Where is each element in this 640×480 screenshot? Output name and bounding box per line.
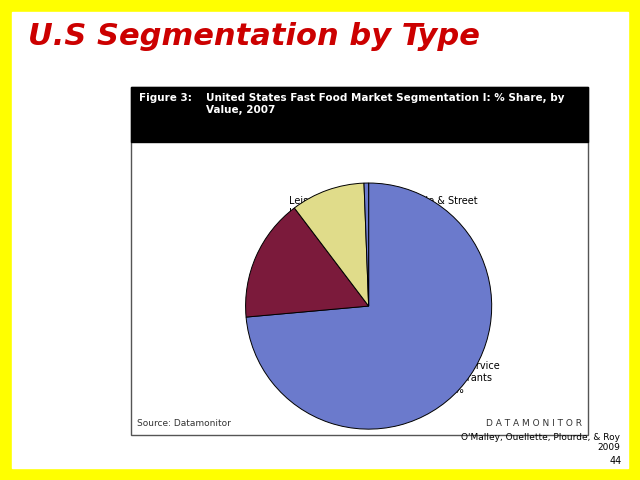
Text: Quick Service
Restaurants
73.5%: Quick Service Restaurants 73.5% <box>403 334 500 395</box>
Wedge shape <box>294 183 369 306</box>
Wedge shape <box>364 183 369 306</box>
Bar <box>131 87 588 435</box>
Text: Takeaways
16.1%: Takeaways 16.1% <box>267 286 323 308</box>
Text: Source: Datamonitor: Source: Datamonitor <box>137 419 231 428</box>
Text: Leisure
Locations
9.7%: Leisure Locations 9.7% <box>289 196 347 256</box>
Text: Figure 3:: Figure 3: <box>139 93 192 103</box>
Wedge shape <box>246 208 369 317</box>
Text: Mobile & Street
Vendors
0.6%: Mobile & Street Vendors 0.6% <box>375 196 478 248</box>
Text: O'Malley, Ouellette, Plourde, & Roy
2009: O'Malley, Ouellette, Plourde, & Roy 2009 <box>461 432 620 452</box>
Bar <box>131 87 588 142</box>
Text: U.S Segmentation by Type: U.S Segmentation by Type <box>28 22 480 51</box>
Text: 44: 44 <box>610 456 622 466</box>
Text: United States Fast Food Market Segmentation I: % Share, by
Value, 2007: United States Fast Food Market Segmentat… <box>206 93 564 115</box>
Wedge shape <box>246 183 492 429</box>
Text: D A T A M O N I T O R: D A T A M O N I T O R <box>486 419 582 428</box>
